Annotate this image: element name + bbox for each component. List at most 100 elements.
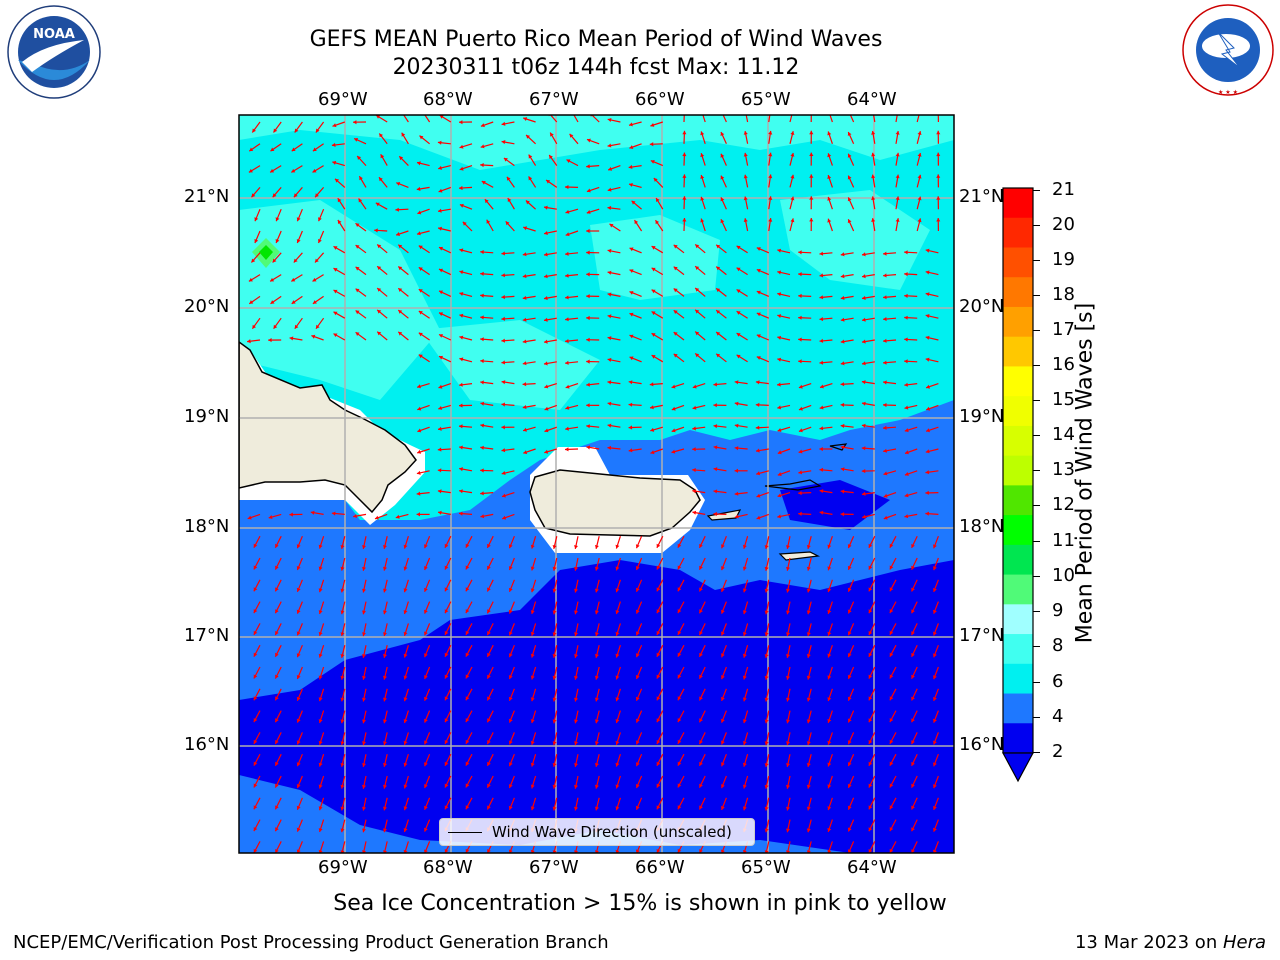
colorbar-tick-mark	[1033, 646, 1040, 647]
wave-vector-head	[720, 132, 725, 136]
wave-vector-head	[650, 405, 654, 410]
wave-vector-head	[465, 783, 470, 788]
wave-vector-head	[424, 827, 428, 832]
wave-vector-head	[424, 740, 428, 745]
wave-vector-head	[275, 783, 279, 788]
wave-vector-head	[480, 123, 485, 128]
wave-vector-head	[552, 588, 557, 593]
wave-vector-head	[615, 653, 620, 658]
wave-vector-head	[868, 696, 873, 701]
wave-vector-head	[700, 175, 705, 179]
wave-vector-head	[480, 315, 484, 320]
wave-vector-head	[586, 250, 590, 255]
wave-vector-head	[275, 631, 279, 635]
wave-vector-head	[574, 588, 578, 593]
wave-vector-head	[403, 697, 408, 702]
wave-vector-head	[268, 338, 272, 343]
wave-vector-head	[742, 653, 747, 658]
wave-vector-head	[695, 288, 700, 292]
wave-vector-head	[883, 338, 887, 343]
wave-vector-head	[933, 544, 937, 549]
wave-vector-head	[656, 674, 661, 679]
wave-vector-head	[439, 268, 443, 273]
wave-vector-head	[798, 470, 803, 475]
wave-vector-head	[487, 761, 491, 766]
puerto-rico-land	[529, 469, 701, 537]
colorbar-segment	[1003, 425, 1033, 457]
wave-vector-head	[587, 138, 591, 143]
vector-legend: Wind Wave Direction (unscaled)	[439, 818, 755, 846]
wave-vector-head	[651, 355, 656, 359]
wave-vector-head	[487, 718, 491, 723]
wave-vector-head	[911, 740, 915, 745]
wave-vector-head	[333, 311, 338, 316]
wave-vector-head	[275, 217, 280, 222]
wave-vector-head	[692, 510, 697, 515]
wave-vector-head	[809, 174, 814, 178]
lon-label-bottom: 68°W	[423, 857, 473, 878]
wave-vector-head	[253, 587, 258, 592]
wave-vector-head	[889, 587, 894, 592]
wave-vector-head	[895, 174, 900, 179]
wave-vector-head	[756, 268, 761, 273]
wave-vector-head	[713, 445, 718, 450]
wave-vector-head	[270, 300, 275, 304]
wave-vector-head	[798, 250, 802, 255]
wave-vector-head	[682, 174, 687, 178]
wave-vector-head	[806, 654, 811, 658]
wave-vector-head	[253, 783, 258, 788]
wave-vector-head	[607, 357, 612, 362]
wave-vector-head	[362, 697, 366, 702]
wave-vector-head	[501, 338, 505, 343]
wave-vector-head	[374, 228, 378, 233]
wave-vector-head	[699, 696, 703, 701]
wave-vector-head	[768, 196, 773, 200]
wave-vector-head	[673, 353, 678, 358]
hispaniola-land	[239, 341, 417, 514]
nws-logo: ★ ★ ★	[1182, 4, 1274, 96]
wave-vector-head	[530, 588, 535, 593]
wave-vector-head	[318, 719, 323, 723]
wave-vector-head	[296, 653, 301, 658]
wave-vector-head	[501, 316, 505, 321]
wave-vector-head	[700, 153, 705, 158]
wave-vector-head	[809, 218, 814, 222]
wave-vector-head	[565, 405, 570, 410]
wave-vector-head	[635, 784, 640, 788]
wave-vector-head	[254, 217, 259, 222]
wave-vector-head	[552, 719, 557, 724]
wave-vector-head	[403, 675, 408, 680]
wave-vector-head	[809, 130, 814, 135]
wave-vector-head	[586, 164, 590, 169]
wave-vector-head	[383, 675, 387, 680]
wave-vector-head	[936, 196, 941, 200]
wave-vector-head	[312, 168, 317, 173]
wave-vector-head	[333, 268, 338, 272]
wave-vector-head	[340, 741, 345, 745]
colorbar-segment	[1003, 515, 1033, 546]
wave-vector-head	[275, 718, 279, 723]
wave-vector-head	[275, 761, 279, 766]
wave-vector-head	[925, 292, 930, 297]
wave-vector-head	[586, 382, 590, 387]
virgin-islands	[764, 479, 822, 491]
wave-vector-head	[480, 163, 484, 168]
wave-vector-head	[501, 273, 505, 278]
wave-vector-head	[631, 200, 636, 205]
wave-vector-head	[695, 244, 700, 249]
wave-vector-head	[868, 652, 873, 657]
wave-vector-head	[925, 270, 930, 275]
wave-vector-head	[764, 545, 769, 549]
wave-vector-head	[340, 697, 345, 702]
wave-vector-head	[868, 718, 873, 723]
wave-vector-head	[253, 696, 258, 701]
wave-vector-head	[522, 405, 527, 410]
wave-vector-head	[713, 424, 718, 429]
wave-vector-head	[904, 315, 908, 320]
wave-vector-head	[926, 406, 931, 411]
wave-vector-head	[889, 718, 894, 723]
wave-vector-head	[716, 310, 721, 314]
wave-vector-head	[847, 827, 852, 832]
wave-vector-head	[253, 652, 258, 657]
